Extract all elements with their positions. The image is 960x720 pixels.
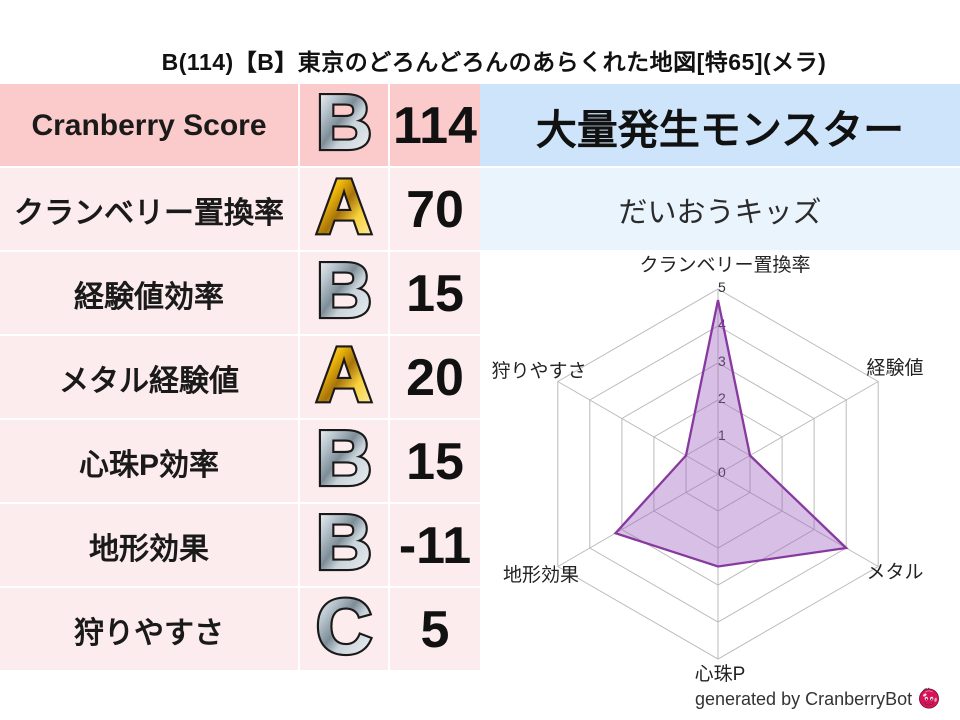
svg-text:B: B bbox=[316, 504, 373, 586]
svg-text:地形効果: 地形効果 bbox=[503, 564, 579, 586]
svg-text:メタル: メタル bbox=[866, 561, 923, 583]
svg-text:狩りやすさ: 狩りやすさ bbox=[491, 360, 586, 382]
svg-text:C: C bbox=[316, 588, 373, 670]
svg-text:5: 5 bbox=[718, 279, 726, 295]
svg-text:A: A bbox=[316, 168, 373, 250]
svg-text:B: B bbox=[316, 84, 373, 166]
svg-text:クランベリー置換率: クランベリー置換率 bbox=[639, 254, 810, 276]
svg-text:経験値: 経験値 bbox=[866, 357, 923, 379]
svg-text:A: A bbox=[316, 336, 373, 418]
svg-text:心珠P: 心珠P bbox=[695, 663, 746, 685]
svg-text:B: B bbox=[316, 252, 373, 334]
svg-text:B: B bbox=[316, 420, 373, 502]
